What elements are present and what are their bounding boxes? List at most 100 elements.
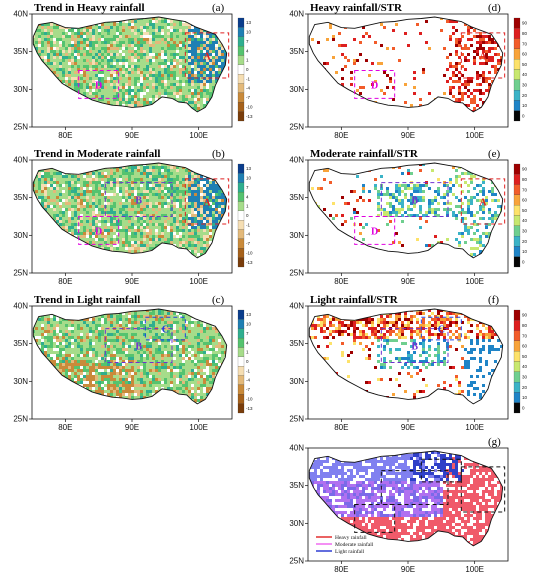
colorbar-tick: 10 xyxy=(522,249,528,254)
colorbar-tick: 40 xyxy=(522,72,528,77)
region-label: D xyxy=(95,226,102,237)
lat-tick-label: 25N xyxy=(289,415,304,424)
map-b: Trend in Moderate rainfall (b) 40N 35N 30N 25… xyxy=(13,148,253,286)
colorbar-tick: 70 xyxy=(522,41,528,46)
colorbar-tick: 80 xyxy=(522,31,528,36)
colorbar-tick: 13 xyxy=(246,166,252,171)
colorbar-tick: 80 xyxy=(522,177,528,182)
colorbar-tick: 30 xyxy=(522,228,528,233)
region-box-B xyxy=(380,328,449,363)
colorbar-tick: -4 xyxy=(246,378,250,383)
plateau-outline xyxy=(308,450,504,547)
region-box xyxy=(460,466,506,513)
lat-tick-label: 25N xyxy=(13,415,28,424)
colorbar-tick: -4 xyxy=(246,86,250,91)
lon-tick-label: 80E xyxy=(334,423,348,432)
lat-tick-label: 30N xyxy=(289,85,304,94)
lon-tick-label: 100E xyxy=(465,423,484,432)
colorbar-tick: 60 xyxy=(522,198,528,203)
colorbar: 90 80 70 60 50 40 30 20 10 0 xyxy=(513,163,528,268)
map-d: Heavy rainfall/STR (d) 40N 35N 30N 25N 80E 90E 1… xyxy=(289,2,528,140)
lon-tick-label: 90E xyxy=(401,277,415,286)
region-label: A xyxy=(203,197,211,208)
lon-tick-label: 80E xyxy=(334,277,348,286)
panel-title: Moderate rainfall/STR xyxy=(310,148,419,160)
region-box-C xyxy=(144,316,186,341)
colorbar-tick: 10 xyxy=(246,176,252,181)
panel-title: Light rainfall/STR xyxy=(310,294,399,306)
colorbar-tick: 60 xyxy=(522,344,528,349)
colorbar-tick: 40 xyxy=(522,364,528,369)
colorbar-tick: 13 xyxy=(246,312,252,317)
colorbar-tick: 60 xyxy=(522,52,528,57)
region-box-A xyxy=(184,178,230,225)
lat-tick-label: 35N xyxy=(289,481,304,490)
panel-letter: (f) xyxy=(488,294,499,306)
colorbar-tick: 10 xyxy=(246,30,252,35)
lat-tick-label: 25N xyxy=(13,123,28,132)
legend-entry: Light rainfall xyxy=(335,548,365,555)
panel-title: Heavy rainfall/STR xyxy=(310,2,403,14)
region-box-D xyxy=(354,70,396,99)
region-box-D xyxy=(78,216,120,245)
colorbar-tick: 0 xyxy=(522,113,525,118)
panel-g: (g) 40N 35N 30N 25N 80E 90E 100E Heavy rainfall M… xyxy=(278,436,548,576)
lat-tick-label: 40N xyxy=(289,156,304,165)
colorbar-tick: 7 xyxy=(246,185,249,190)
region-label: C xyxy=(162,325,169,336)
colorbar-tick: -13 xyxy=(246,114,253,119)
colorbar-tick: 0 xyxy=(522,405,525,410)
region-box xyxy=(380,470,449,505)
map-e: Moderate rainfall/STR (e) 40N 35N 30N 25N 80E 9… xyxy=(289,148,528,286)
colorbar-tick: 50 xyxy=(522,208,528,213)
lat-tick-label: 35N xyxy=(289,339,304,348)
region-box-A xyxy=(460,32,506,79)
map-f: Light rainfall/STR (f) 40N 35N 30N 25N 80E 90E 1… xyxy=(289,294,528,432)
map-c: Trend in Light rainfall (c) 40N 35N 30N 25N 80… xyxy=(13,294,253,432)
colorbar-tick: -1 xyxy=(246,222,250,227)
legend-entry: Heavy rainfall xyxy=(335,534,367,541)
lon-tick-label: 80E xyxy=(58,423,72,432)
colorbar-tick: 4 xyxy=(246,48,249,53)
lon-tick-label: 100E xyxy=(465,565,484,574)
raster-layer xyxy=(309,17,503,112)
colorbar-tick: -4 xyxy=(246,232,250,237)
colorbar-tick: 30 xyxy=(522,374,528,379)
colorbar-tick: 10 xyxy=(522,103,528,108)
region-label: A xyxy=(479,51,487,62)
lat-tick-label: 35N xyxy=(13,47,28,56)
plateau-outline xyxy=(32,162,228,259)
lat-tick-label: 35N xyxy=(289,193,304,202)
colorbar-tick: -13 xyxy=(246,406,253,411)
colorbar-tick: 90 xyxy=(522,167,528,172)
panel-letter: (g) xyxy=(488,436,501,448)
colorbar-tick: 1 xyxy=(246,58,249,63)
plateau-outline xyxy=(308,308,504,405)
colorbar-tick: -10 xyxy=(246,396,253,401)
legend-entry: Moderate rainfall xyxy=(335,541,374,548)
lon-tick-label: 100E xyxy=(189,423,208,432)
colorbar-tick: 1 xyxy=(246,350,249,355)
lat-tick-label: 30N xyxy=(289,519,304,528)
colorbar-tick: 10 xyxy=(522,395,528,400)
lat-tick-label: 25N xyxy=(289,557,304,566)
region-box-B xyxy=(104,328,173,363)
region-box-C xyxy=(420,316,462,341)
colorbar-tick: -7 xyxy=(246,387,250,392)
map-g: (g) 40N 35N 30N 25N 80E 90E 100E Heavy rainfallM… xyxy=(289,436,509,574)
colorbar-tick: 20 xyxy=(522,385,528,390)
colorbar-tick: 20 xyxy=(522,239,528,244)
lon-tick-label: 90E xyxy=(125,277,139,286)
colorbar-tick: 10 xyxy=(246,322,252,327)
colorbar-tick: 50 xyxy=(522,62,528,67)
plateau-outline xyxy=(32,308,228,405)
panel-c: Trend in Light rainfall (c) 40N 35N 30N 25N 80… xyxy=(2,294,272,434)
colorbar-tick: 4 xyxy=(246,194,249,199)
colorbar: 90 80 70 60 50 40 30 20 10 0 xyxy=(513,17,528,122)
lon-tick-label: 80E xyxy=(58,131,72,140)
colorbar-tick: 80 xyxy=(522,323,528,328)
colorbar: 90 80 70 60 50 40 30 20 10 0 xyxy=(513,309,528,414)
lat-tick-label: 40N xyxy=(13,10,28,19)
